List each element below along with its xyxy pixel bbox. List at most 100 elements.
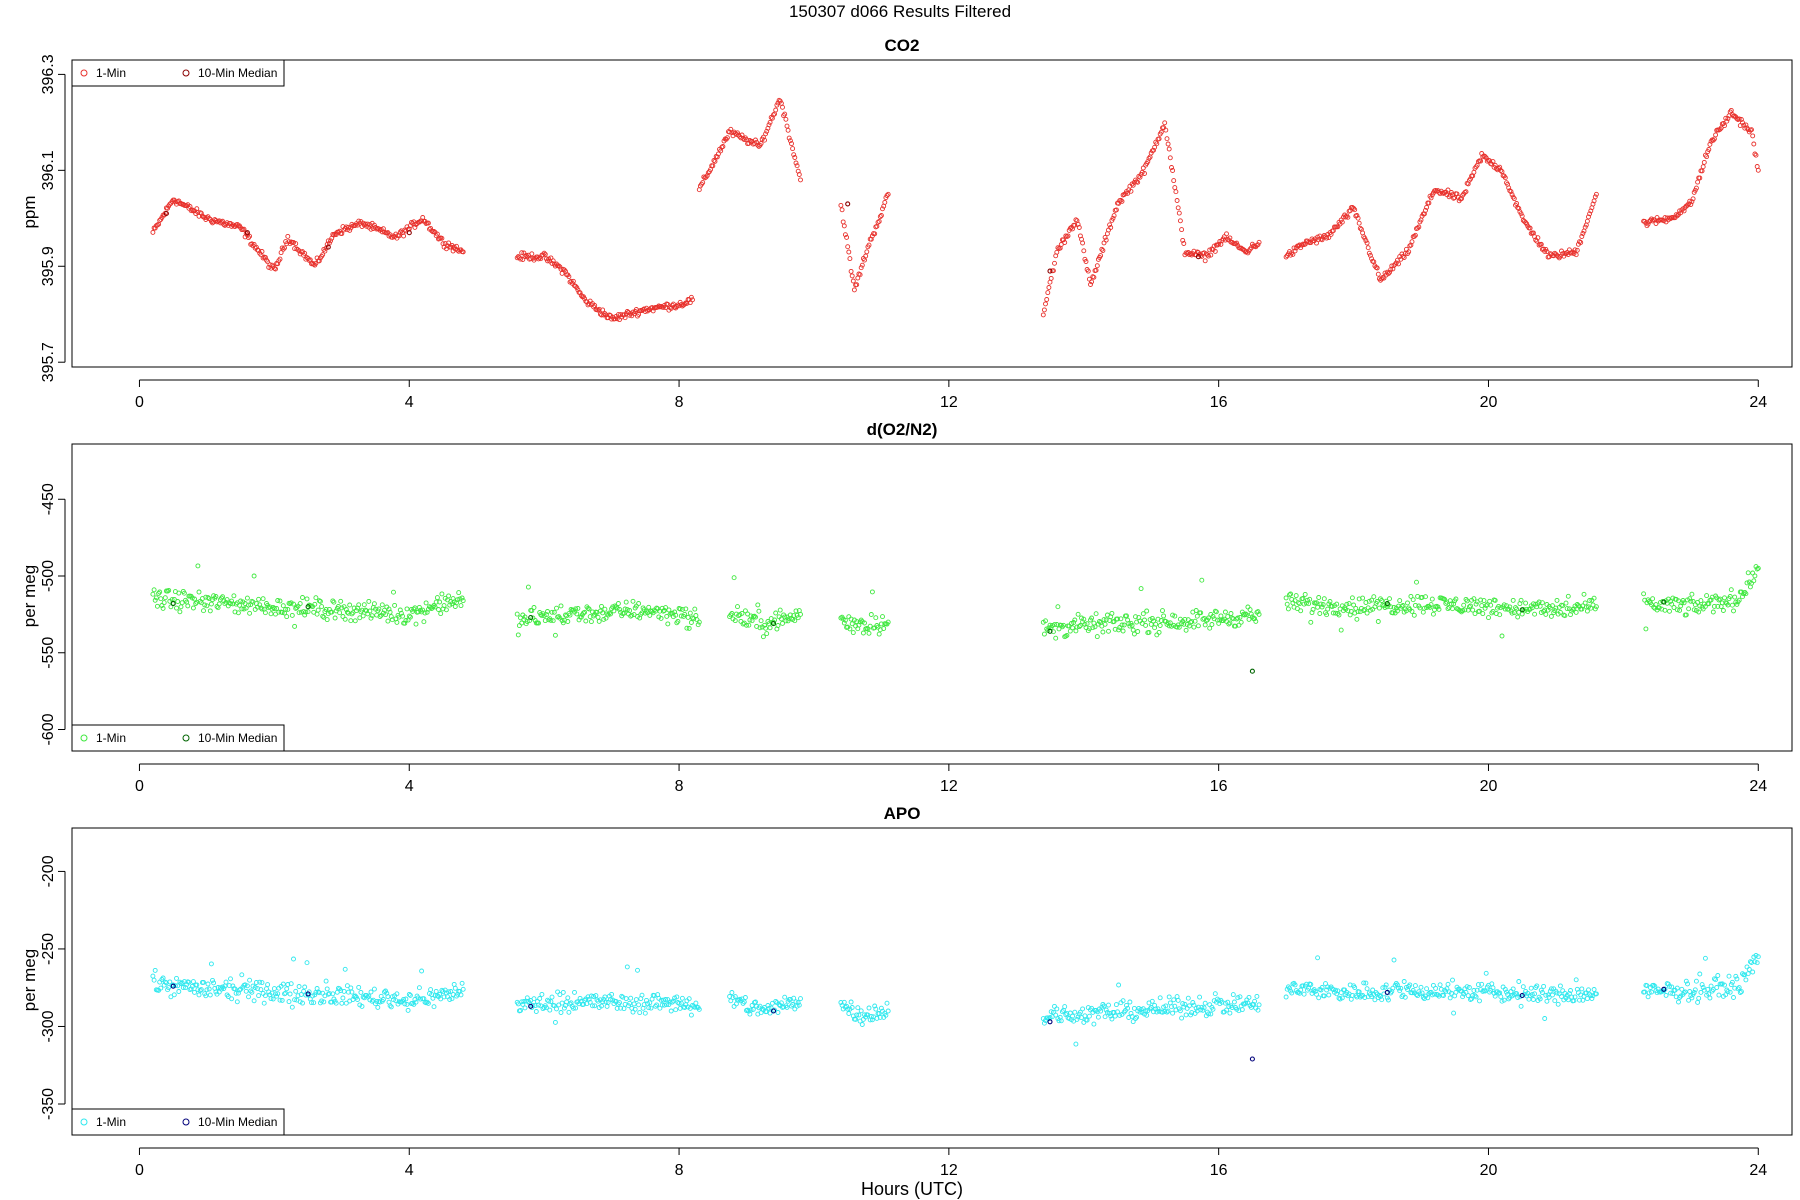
apo-one-min-point <box>262 993 268 999</box>
co2-one-min-point <box>1369 256 1375 262</box>
o2n2-one-min-point <box>767 625 773 631</box>
o2n2-one-min-point <box>792 618 798 624</box>
o2n2-one-min-point <box>231 593 237 599</box>
apo-one-min-point <box>591 994 597 999</box>
o2n2-one-min-point <box>543 612 549 618</box>
o2n2-one-min-point <box>673 612 679 618</box>
o2n2-one-min-point <box>262 610 268 616</box>
o2n2-one-min-point <box>1408 593 1414 599</box>
co2-one-min-point <box>1080 240 1086 246</box>
apo-one-min-point <box>167 979 173 985</box>
apo-one-min-point <box>784 1004 790 1010</box>
co2-one-min-point <box>425 220 431 226</box>
co2-y-tick-label: 396.1 <box>40 150 57 190</box>
apo-one-min-point <box>204 987 210 993</box>
apo-one-min-point <box>1210 1006 1216 1012</box>
o2n2-median-point <box>1519 607 1525 613</box>
apo-one-min-point <box>1163 1003 1169 1009</box>
apo-one-min-point <box>518 1008 523 1013</box>
o2n2-one-min-point <box>1064 632 1070 638</box>
apo-one-min-point <box>195 987 201 993</box>
apo-one-min-point <box>349 989 355 995</box>
o2n2-one-min-point <box>664 613 670 619</box>
o2n2-one-min-point <box>177 609 183 615</box>
apo-one-min-point <box>793 999 799 1005</box>
apo-one-min-point <box>631 1001 637 1007</box>
o2n2-one-min-point <box>1573 609 1579 615</box>
apo-one-min-point <box>592 1003 598 1009</box>
co2-one-min-point <box>1475 159 1481 165</box>
apo-one-min-point <box>1435 992 1441 998</box>
apo-one-min-point <box>341 988 347 994</box>
apo-one-min-point <box>1510 986 1516 992</box>
co2-one-min-point <box>346 224 351 230</box>
apo-x-tick-label: 0 <box>135 1162 144 1179</box>
apo-one-min-point <box>176 989 182 994</box>
co2-one-min-point <box>1699 168 1705 174</box>
o2n2-one-min-point <box>1227 620 1233 626</box>
apo-one-min-point <box>1701 987 1707 993</box>
o2n2-one-min-point <box>1554 597 1560 603</box>
apo-one-min-point <box>425 1000 431 1006</box>
apo-one-min-point <box>1153 1006 1159 1012</box>
o2n2-one-min-point <box>1144 608 1150 614</box>
apo-one-min-point <box>1206 1011 1211 1017</box>
o2n2-one-min-point <box>458 603 464 609</box>
co2-one-min-point <box>1094 263 1100 269</box>
o2n2-one-min-point <box>1182 616 1188 622</box>
o2n2-x-tick-label: 8 <box>675 778 684 795</box>
co2-one-min-point <box>842 232 848 238</box>
o2n2-x-tick-label: 0 <box>135 778 144 795</box>
apo-one-min-point <box>279 997 285 1003</box>
o2n2-one-min-point <box>1154 632 1160 638</box>
apo-one-min-point <box>1735 986 1741 992</box>
o2n2-one-min-point <box>157 589 163 595</box>
apo-one-min-point <box>1475 982 1481 988</box>
co2-one-min-point <box>1490 159 1496 165</box>
apo-one-min-point <box>1700 985 1706 990</box>
apo-one-min-point <box>557 992 563 998</box>
co2-one-min-point <box>1055 245 1061 251</box>
co2-one-min-point <box>1749 127 1754 133</box>
o2n2-one-min-point <box>755 602 761 608</box>
apo-one-min-point <box>1479 981 1485 987</box>
o2n2-one-min-point <box>1100 629 1106 635</box>
apo-points <box>150 953 1761 1062</box>
apo-one-min-point <box>1508 989 1514 994</box>
apo-median-point <box>1249 1056 1255 1062</box>
apo-one-min-point <box>1323 981 1328 987</box>
co2-x-tick-label: 16 <box>1210 394 1228 411</box>
co2-one-min-point <box>700 180 706 186</box>
co2-one-min-point <box>401 233 407 239</box>
co2-one-min-point <box>285 233 291 239</box>
o2n2-one-min-point <box>249 598 255 604</box>
o2n2-one-min-point <box>350 610 356 616</box>
apo-one-min-point <box>745 1007 751 1013</box>
apo-one-min-point <box>519 999 525 1005</box>
co2-one-min-point <box>1725 116 1731 122</box>
apo-one-min-point <box>664 1002 670 1008</box>
o2n2-one-min-point <box>456 590 462 596</box>
o2n2-one-min-point <box>1054 622 1060 627</box>
co2-one-min-point <box>1356 220 1362 226</box>
apo-one-min-point <box>561 1005 567 1011</box>
apo-one-min-point <box>1385 997 1391 1003</box>
apo-one-min-point <box>1642 989 1648 995</box>
apo-one-min-point <box>1710 987 1716 993</box>
co2-one-min-point <box>1454 191 1460 197</box>
apo-one-min-point <box>626 1003 631 1009</box>
co2-one-min-point <box>322 248 328 254</box>
apo-one-min-point <box>1075 1014 1081 1020</box>
o2n2-median-point <box>1047 628 1053 634</box>
apo-one-min-point <box>1750 969 1756 975</box>
apo-one-min-point <box>1441 993 1446 998</box>
apo-one-min-point <box>670 998 676 1004</box>
co2-one-min-point <box>1515 205 1521 211</box>
o2n2-one-min-point <box>1752 573 1758 579</box>
co2-one-min-point <box>766 122 772 128</box>
o2n2-one-min-point <box>1256 611 1262 617</box>
apo-one-min-point <box>646 1005 652 1011</box>
co2-one-min-point <box>624 309 630 314</box>
apo-one-min-point <box>605 999 611 1005</box>
o2n2-one-min-point <box>315 607 321 613</box>
